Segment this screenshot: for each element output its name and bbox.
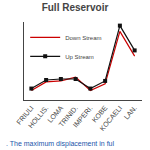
svg-text:KOCAELI: KOCAELI	[98, 104, 123, 132]
svg-text:KOBE: KOBE	[91, 104, 109, 124]
svg-text:. The maximum displacement in: . The maximum displacement in ful	[6, 140, 114, 148]
svg-text:LAN.: LAN.	[123, 104, 138, 120]
svg-text:Down Stream: Down Stream	[65, 35, 101, 41]
svg-text:TRINID.: TRINID.	[57, 104, 79, 128]
svg-text:Up Stream: Up Stream	[65, 54, 94, 60]
svg-text:FRIULI: FRIULI	[15, 104, 35, 126]
svg-text:HOLLIS.: HOLLIS.	[27, 104, 50, 129]
svg-text:Full Reservoir: Full Reservoir	[42, 2, 109, 13]
svg-text:IMPERI.: IMPERI.	[72, 104, 94, 129]
svg-text:LOMA: LOMA	[46, 104, 64, 124]
